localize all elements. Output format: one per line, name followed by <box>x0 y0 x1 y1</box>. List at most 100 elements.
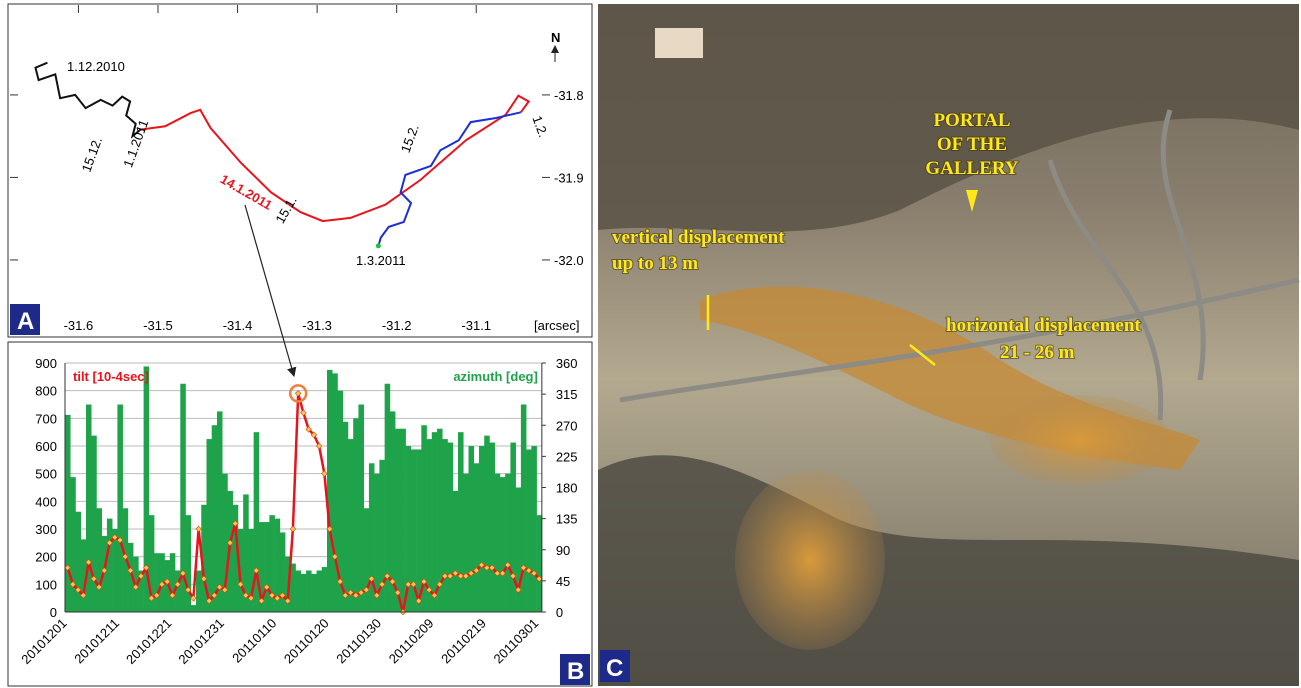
bar <box>65 415 71 612</box>
bar <box>306 571 312 613</box>
y-tick-label: -31.8 <box>554 88 584 103</box>
bar <box>453 491 459 612</box>
bar <box>448 443 454 612</box>
bar <box>296 571 302 613</box>
y-tick-label: 900 <box>35 356 57 371</box>
y-tick-label: 100 <box>35 577 57 592</box>
bar <box>468 446 474 612</box>
landslide-area <box>990 395 1170 485</box>
x-tick-label: -31.1 <box>461 318 491 333</box>
bar <box>510 443 516 612</box>
bar <box>521 405 527 613</box>
figure: -31.6-31.5-31.4-31.3-31.2-31.1[arcsec]-3… <box>0 0 1301 688</box>
bar <box>322 567 328 612</box>
bar <box>369 463 375 612</box>
x-tick-label: -31.3 <box>302 318 332 333</box>
panel-c: C PORTAL OF THE GALLERY vertical displac… <box>598 4 1299 686</box>
annotation: 1.12.2010 <box>67 59 125 74</box>
bar <box>332 373 338 612</box>
y2-tick-label: 315 <box>556 387 578 402</box>
bar <box>505 474 511 612</box>
x-axis-label: [arcsec] <box>534 318 580 333</box>
y-tick-label: 200 <box>35 550 57 565</box>
series-label: azimuth [deg] <box>453 369 538 384</box>
bar <box>364 508 370 612</box>
bar <box>117 405 123 613</box>
bar <box>91 436 97 612</box>
photo-label: 21 - 26 m <box>1000 342 1075 363</box>
bar <box>400 429 406 612</box>
y-tick-label: 600 <box>35 439 57 454</box>
y2-tick-label: 90 <box>556 543 570 558</box>
x-tick-label: -31.2 <box>382 318 412 333</box>
bar <box>327 370 333 612</box>
bar <box>191 605 197 612</box>
bar <box>458 432 464 612</box>
annotation: 1.3.2011 <box>356 253 406 268</box>
bar <box>96 508 102 612</box>
bar <box>537 515 543 612</box>
bar <box>212 425 218 612</box>
panel-label: B <box>567 658 584 685</box>
bar <box>343 422 349 612</box>
photo-label: vertical displacement <box>612 227 785 248</box>
bar <box>500 477 506 612</box>
bar <box>348 439 354 612</box>
y2-tick-label: 360 <box>556 356 578 371</box>
bar <box>489 443 495 612</box>
bar <box>107 519 113 612</box>
bar <box>196 571 202 613</box>
y2-tick-label: 270 <box>556 418 578 433</box>
bar <box>280 532 286 612</box>
photo-label: horizontal displacement <box>946 315 1141 336</box>
bar <box>317 571 323 613</box>
bar <box>442 439 448 612</box>
bar <box>301 574 307 612</box>
y-tick-label: 500 <box>35 467 57 482</box>
bar <box>75 512 81 612</box>
bar <box>311 574 317 612</box>
photo-label: GALLERY <box>925 158 1019 179</box>
landslide-area <box>735 470 885 650</box>
end-point <box>376 243 381 248</box>
bar <box>474 463 480 612</box>
y-tick-label: 300 <box>35 522 57 537</box>
y-tick-label: 800 <box>35 384 57 399</box>
panel-a-frame <box>8 4 592 337</box>
bar <box>495 474 501 612</box>
x-tick-label: -31.4 <box>223 318 253 333</box>
y2-tick-label: 45 <box>556 574 570 589</box>
photo-label: OF THE <box>937 134 1007 155</box>
bar <box>353 418 359 612</box>
photo-label: PORTAL <box>933 110 1010 131</box>
bar <box>154 553 160 612</box>
y-tick-label: 400 <box>35 494 57 509</box>
bar <box>526 449 532 612</box>
bar <box>484 436 490 612</box>
bar <box>432 432 438 612</box>
building <box>655 28 703 58</box>
y-tick-label: 700 <box>35 411 57 426</box>
y2-tick-label: 135 <box>556 512 578 527</box>
bar <box>206 439 212 612</box>
series-label: tilt [10-4sec] <box>73 369 149 384</box>
bar <box>463 474 469 612</box>
x-tick-label: -31.5 <box>143 318 173 333</box>
y2-tick-label: 225 <box>556 449 578 464</box>
bar <box>264 522 270 612</box>
bar <box>416 449 422 612</box>
y-tick-label: -31.9 <box>554 170 584 185</box>
bar <box>70 477 76 612</box>
bar <box>358 405 364 613</box>
bar <box>186 515 192 612</box>
bar <box>217 411 223 612</box>
bar <box>112 529 118 612</box>
bar <box>170 553 176 612</box>
y2-tick-label: 0 <box>556 605 563 620</box>
bar <box>395 429 401 612</box>
photo-label: up to 13 m <box>612 253 698 274</box>
y-tick-label: -32.0 <box>554 253 584 268</box>
bar <box>479 446 485 612</box>
y2-tick-label: 180 <box>556 481 578 496</box>
north-label: N <box>551 30 560 45</box>
